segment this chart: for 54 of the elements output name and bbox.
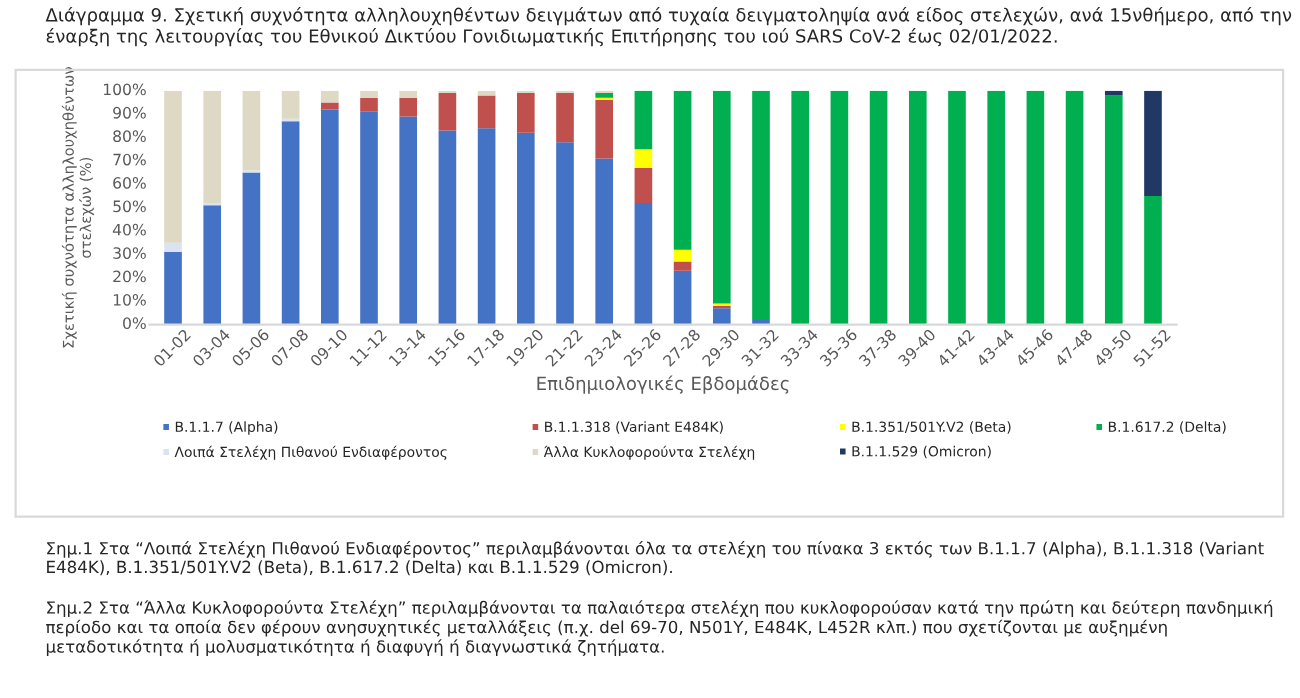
bar [399, 116, 418, 325]
bar [791, 90, 810, 325]
bar [1104, 95, 1123, 325]
bar [673, 249, 692, 262]
bar [673, 270, 692, 325]
bar [477, 128, 496, 325]
bar [438, 130, 457, 325]
bar [399, 97, 418, 117]
chart-title: Διάγραμμα 9. Σχετική συχνότητα αλληλουχηθέντων δειγμάτων από τυχαία δειγματοληψία ανά είδος στελεχών, ανά 15νθήμερο, από την έναρξη της λειτουργίας του Εθνικού Δικτύου Γονιδιωματικής Επιτήρησης του ιού SARS CoV-2 έως 02/01/2022. [45, 6, 1292, 47]
bar [948, 90, 966, 325]
bar [320, 90, 339, 103]
bar [281, 121, 300, 325]
bar [1144, 195, 1162, 325]
bar [752, 90, 770, 320]
bar [673, 261, 692, 271]
bar [712, 308, 731, 325]
bar [360, 97, 378, 112]
bar [1065, 90, 1084, 325]
bar [712, 90, 731, 304]
bar [634, 149, 653, 168]
bar [203, 90, 222, 203]
bar [360, 90, 378, 98]
bar [634, 90, 653, 150]
bar [595, 158, 614, 325]
bar [360, 111, 378, 325]
bar [908, 90, 927, 325]
text: Σημ.2 Στα “Άλλα Κυκλοφορούντα Στελέχη” περιλαμβάνονται τα παλαιότερα στελέχη που κυκλοφορούσαν κατά την πρώτη και δεύτερη πανδημική περίοδο και τα οποία δεν φέρουν ανησυχητικές μεταλλάξεις (π.χ. del 69-70, N501Y, E484K, L452R κλπ.) που σχετίζονται με αυξημένη μεταδοτικότητα ή μολυσματικότητα ή διαφυγή ή διαγνωστικά ζητήματα. [46, 600, 1273, 657]
bar [320, 102, 339, 110]
bar [281, 90, 300, 119]
bar [242, 90, 261, 171]
bar [164, 242, 182, 253]
bar [438, 93, 457, 131]
bar [595, 100, 614, 159]
bar [242, 172, 261, 325]
bar [320, 109, 339, 325]
bar [164, 252, 182, 325]
bar [556, 142, 574, 325]
bar [164, 90, 182, 243]
bar [477, 95, 496, 129]
bar [203, 205, 222, 325]
bar [399, 90, 418, 98]
bar [634, 167, 653, 203]
bar [1026, 90, 1045, 325]
bar [673, 90, 692, 250]
x-axis-title: Επιδημιολογικές Εβδομάδες [537, 375, 789, 394]
bar [556, 93, 574, 143]
bar [516, 93, 535, 133]
bar [869, 90, 888, 325]
text: Σημ.1 Στα “Λοιπά Στελέχη Πιθανού Ενδιαφέροντος” περιλαμβάνονται όλα τα στελέχη του πίνακα 3 εκτός των B.1.1.7 (Alpha), B.1.1.318 (Variant E484K), B.1.351/501Y.V2 (Beta), B.1.617.2 (Delta) και B.1.1.529 (Omicron). [47, 540, 1264, 576]
bar [634, 202, 653, 325]
bar [830, 90, 849, 325]
bar [516, 132, 535, 325]
bar [1144, 90, 1162, 196]
bar [987, 90, 1006, 325]
